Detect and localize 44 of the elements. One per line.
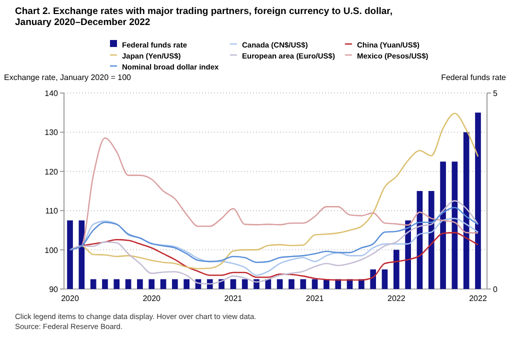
bar bbox=[114, 279, 120, 289]
bar bbox=[312, 279, 318, 289]
line-series bbox=[69, 206, 479, 263]
bar bbox=[230, 279, 236, 289]
y2-axis-title: Federal funds rate bbox=[441, 73, 507, 82]
x-tick-label: 2020 bbox=[61, 294, 80, 303]
bar bbox=[370, 269, 376, 289]
bar bbox=[125, 279, 132, 289]
bar bbox=[172, 279, 178, 289]
bar bbox=[475, 112, 481, 289]
y2-tick-label: 0 bbox=[493, 285, 498, 294]
y-tick-label: 130 bbox=[44, 128, 59, 138]
bar bbox=[78, 220, 85, 289]
chart-title: Chart 2. Exchange rates with major trading partners, foreign currency to U.S. dollar, January 2020–December 2022 bbox=[15, 6, 392, 28]
x-tick-label: 2022 bbox=[388, 294, 406, 303]
bar bbox=[184, 279, 190, 289]
y-tick-label: 110 bbox=[45, 206, 59, 216]
bar bbox=[67, 220, 73, 289]
x-tick-label: 2022 bbox=[469, 294, 488, 303]
bar bbox=[393, 250, 400, 289]
bar bbox=[288, 279, 294, 289]
y-axis-title: Exchange rate, January 2020 = 100 bbox=[4, 73, 132, 82]
y2-tick-label: 5 bbox=[493, 89, 498, 98]
bar bbox=[90, 279, 96, 289]
bar bbox=[148, 279, 155, 289]
bar bbox=[440, 162, 446, 289]
y-tick-label: 140 bbox=[44, 89, 59, 98]
bar bbox=[160, 279, 166, 289]
bar bbox=[428, 191, 434, 289]
x-tick-label: 2021 bbox=[224, 294, 243, 303]
x-tick-label: 2020 bbox=[142, 294, 162, 303]
y-tick-label: 120 bbox=[44, 167, 59, 176]
bar bbox=[463, 132, 470, 289]
bar bbox=[452, 162, 458, 289]
x-tick-label: 2021 bbox=[306, 294, 324, 303]
bar bbox=[102, 279, 108, 289]
bar bbox=[382, 269, 388, 289]
y-tick-label: 90 bbox=[49, 285, 59, 294]
y-tick-label: 100 bbox=[44, 246, 59, 255]
bar bbox=[137, 279, 143, 289]
bar bbox=[276, 279, 283, 289]
bar bbox=[300, 279, 306, 289]
line-series bbox=[69, 200, 479, 285]
bar bbox=[242, 279, 248, 289]
